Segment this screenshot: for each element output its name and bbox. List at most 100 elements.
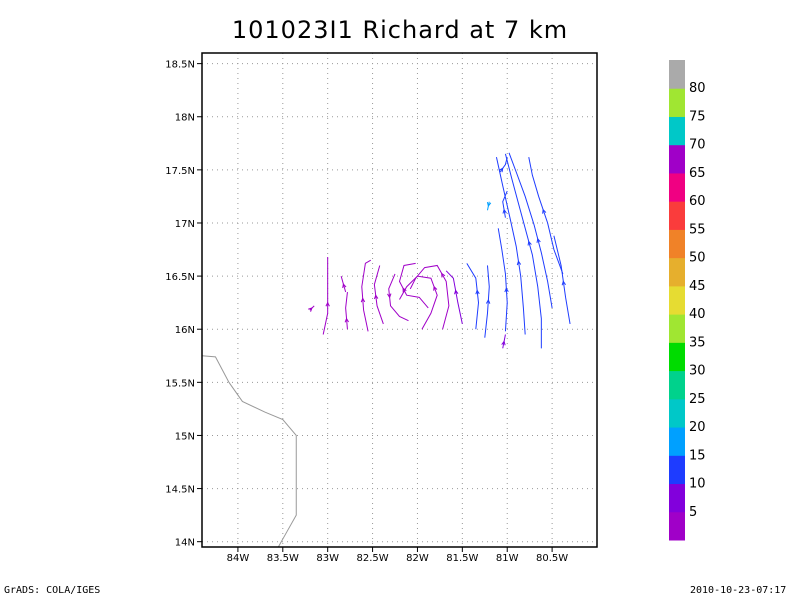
colorbar-segment <box>669 116 685 146</box>
streamline <box>499 156 508 173</box>
x-tick-label: 82.5W <box>356 553 388 564</box>
colorbar-segment <box>669 229 685 259</box>
colorbar-segment <box>669 144 685 174</box>
x-tick-label: 81W <box>496 553 519 564</box>
colorbar-label: 70 <box>689 138 706 153</box>
streamline <box>361 259 372 332</box>
streamline <box>553 235 571 324</box>
colorbar-segment <box>669 398 685 428</box>
y-tick-label: 18N <box>175 113 195 124</box>
y-tick-label: 18.5N <box>165 60 195 71</box>
colorbar-segment <box>669 172 685 202</box>
colorbar-segment <box>669 511 685 541</box>
y-tick-label: 16.5N <box>165 272 195 283</box>
streamline-arrow <box>441 272 446 278</box>
streamline-arrow <box>498 167 504 173</box>
streamline <box>388 273 409 322</box>
colorbar-label: 30 <box>689 364 706 379</box>
chart-title: 101023I1 Richard at 7 km <box>231 16 569 44</box>
colorbar-segment <box>669 455 685 485</box>
x-tick-label: 81.5W <box>446 553 478 564</box>
streamline-arrow <box>475 289 480 295</box>
y-tick-label: 17.5N <box>165 166 195 177</box>
colorbar-segment <box>669 370 685 400</box>
streamline <box>528 157 564 275</box>
x-axis-ticks: 84W 83.5W 83W 82.5W 82W 81.5W 81W 80.5W <box>227 547 568 564</box>
y-tick-label: 15N <box>175 431 195 442</box>
streamline-arrow <box>516 260 522 266</box>
colorbar-label: 5 <box>689 505 697 520</box>
footer-timestamp: 2010-10-23-07:17 <box>690 585 787 596</box>
streamline-arrow <box>536 237 541 243</box>
x-tick-label: 83W <box>316 553 339 564</box>
y-tick-label: 14N <box>175 538 195 549</box>
streamline <box>399 275 438 330</box>
streamline-arrow <box>485 298 491 304</box>
grid-lines <box>202 53 597 547</box>
colorbar-segment <box>669 201 685 230</box>
colorbar-label: 10 <box>689 477 706 492</box>
y-tick-label: 15.5N <box>165 378 195 389</box>
streamline-arrow <box>433 285 438 291</box>
colorbar-label: 75 <box>689 109 706 124</box>
streamline-arrow <box>501 340 506 346</box>
streamline-arrow <box>308 307 313 312</box>
streamline-arrow <box>387 293 392 299</box>
colorbar-label: 80 <box>689 81 706 96</box>
colorbar-label: 25 <box>689 392 706 407</box>
coastline-path <box>201 355 297 548</box>
streamline <box>409 264 450 330</box>
y-tick-label: 16N <box>175 325 195 336</box>
streamline-arrow <box>504 287 509 293</box>
y-axis-ticks: 14N 14.5N 15N 15.5N 16N 16.5N 17N 17.5N 18N 18.5N <box>165 60 202 549</box>
streamline <box>497 228 508 332</box>
colorbar-label: 60 <box>689 194 706 209</box>
colorbar-label: 40 <box>689 307 706 322</box>
x-tick-label: 80.5W <box>536 553 568 564</box>
footer-credit: GrADS: COLA/IGES <box>4 585 101 596</box>
colorbar-label: 35 <box>689 335 706 350</box>
colorbar: 5 10 15 20 25 30 35 40 45 50 55 60 65 70 75 80 <box>669 60 706 541</box>
y-tick-label: 14.5N <box>165 485 195 496</box>
colorbar-segment <box>669 314 685 343</box>
streamline <box>504 153 542 349</box>
streamline <box>466 263 480 330</box>
streamline-arrow <box>542 208 547 214</box>
colorbar-label: 45 <box>689 279 706 294</box>
colorbar-segment <box>669 285 685 315</box>
colorbar-segment <box>669 88 685 117</box>
coastline <box>201 355 297 548</box>
streamline-arrow <box>373 294 379 300</box>
x-tick-label: 83.5W <box>267 553 299 564</box>
colorbar-label: 55 <box>689 222 706 237</box>
streamline <box>345 291 348 330</box>
colorbar-label: 50 <box>689 251 706 266</box>
streamline <box>322 256 329 335</box>
colorbar-segment <box>669 342 685 372</box>
streamline <box>508 152 553 309</box>
streamline-arrow <box>486 201 492 208</box>
streamline-arrow <box>325 301 330 307</box>
streamline-arrow <box>561 280 566 286</box>
streamline <box>445 270 463 325</box>
streamline <box>502 190 508 218</box>
streamline <box>398 262 429 309</box>
colorbar-segment <box>669 257 685 287</box>
streamlines <box>308 152 571 349</box>
streamline-arrow <box>402 287 407 293</box>
streamline-arrow <box>454 289 459 295</box>
y-tick-label: 17N <box>175 219 195 230</box>
streamline <box>495 157 526 335</box>
streamline-arrow <box>344 317 350 323</box>
colorbar-segment <box>669 60 685 89</box>
colorbar-segment <box>669 427 685 456</box>
colorbar-label: 20 <box>689 420 706 435</box>
x-tick-label: 82W <box>406 553 429 564</box>
x-tick-label: 84W <box>227 553 250 564</box>
streamline-arrow <box>342 282 347 289</box>
streamline-arrow <box>360 297 366 303</box>
plot-frame <box>201 52 598 548</box>
streamline-arrow <box>502 208 507 214</box>
streamline-arrow <box>527 240 532 246</box>
